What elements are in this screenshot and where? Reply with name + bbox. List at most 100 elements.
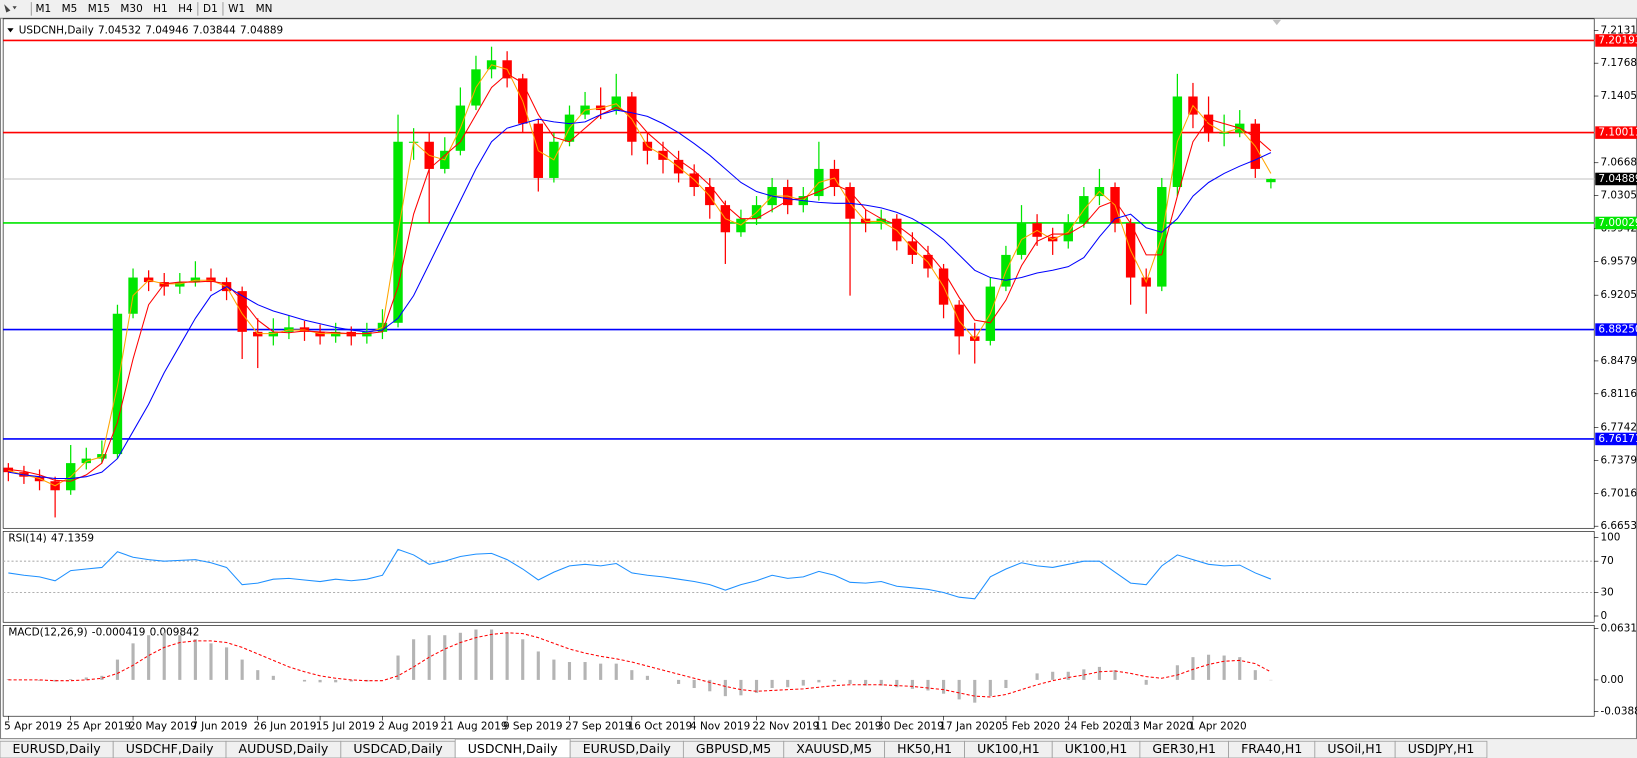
level-label-box [1595, 323, 1637, 336]
tab[interactable]: USDJPY,H1 [1394, 740, 1488, 758]
tab[interactable]: USDCHF,Daily [112, 740, 227, 758]
x-tick-label: 7 Jun 2019 [191, 721, 247, 733]
current-price-box [1595, 172, 1637, 186]
tab[interactable]: GBPUSD,M5 [682, 740, 785, 758]
timeframe-button[interactable]: W1 [228, 3, 245, 15]
macd-signal [8, 632, 1272, 698]
timeframe-button[interactable]: M1 [35, 3, 51, 15]
timeframe-button[interactable]: D1 [203, 3, 218, 15]
y-tick-label: 6.92050 [1600, 289, 1637, 301]
timeframe-button[interactable]: H1 [153, 3, 168, 15]
level-label-box [1595, 126, 1637, 139]
x-tick-label: 15 Jul 2019 [316, 721, 375, 733]
main-panel [2, 18, 1595, 529]
y-tick-label: 7.21310 [1600, 24, 1637, 36]
x-tick-label: 20 May 2019 [129, 721, 197, 733]
close-value: 7.04889 [240, 24, 283, 36]
tab[interactable]: UK100,H1 [964, 740, 1053, 758]
y-tick-label: 100 [1600, 532, 1620, 544]
indicator-name: MACD(12,26,9) [8, 627, 87, 639]
x-tick-label: 4 Nov 2019 [690, 721, 750, 733]
x-tick-label: 26 Jun 2019 [254, 721, 317, 733]
y-tick-label: 6.66530 [1600, 520, 1637, 532]
chart-menu-arrow[interactable] [7, 28, 14, 33]
tab[interactable]: UK100,H1 [1051, 740, 1141, 758]
y-tick-label: 6.95790 [1600, 255, 1637, 267]
tab-label[interactable]: HK50,H1 [897, 741, 952, 756]
x-tick-label: 5 Feb 2020 [1002, 721, 1060, 733]
tab[interactable]: HK50,H1 [884, 740, 965, 758]
x-tick-label: 13 Mar 2020 [1126, 721, 1192, 733]
y-tick-label: -0.03887 [1600, 705, 1637, 717]
x-tick-label: 11 Dec 2019 [815, 721, 882, 733]
moving-average [8, 109, 1272, 480]
y-tick-label: 7.03050 [1600, 190, 1637, 202]
timeframe-button[interactable]: M15 [88, 3, 110, 15]
x-tick-label: 24 Feb 2020 [1064, 721, 1129, 733]
macd-header: MACD(12,26,9) -0.000419 0.009842 [8, 627, 199, 639]
x-tick-label: 5 Apr 2019 [4, 721, 62, 733]
tab-label[interactable]: USDCAD,Daily [353, 741, 443, 756]
tab-label[interactable]: UK100,H1 [977, 741, 1040, 756]
tab-label[interactable]: USDJPY,H1 [1408, 741, 1475, 756]
tab[interactable]: EURUSD,Daily [569, 740, 684, 758]
tab-label[interactable]: USDCHF,Daily [126, 741, 214, 756]
tab-label[interactable]: USDCNH,Daily [468, 741, 558, 756]
y-tick-label: 6.77420 [1600, 422, 1637, 434]
candle-body [1266, 178, 1276, 183]
indicator-value: -0.000419 [92, 627, 146, 639]
indicator-value: 0.009842 [150, 627, 200, 639]
y-tick-label: 6.84790 [1600, 355, 1637, 367]
tab[interactable]: XAUUSD,M5 [783, 740, 886, 758]
high-value: 7.04946 [145, 24, 188, 36]
indicator-value: 47.1359 [51, 533, 94, 545]
x-tick-label: 30 Dec 2019 [877, 721, 944, 733]
level-label-box [1595, 216, 1637, 230]
tab-label[interactable]: XAUUSD,M5 [796, 741, 872, 756]
timeframe-button[interactable]: MN [256, 3, 273, 15]
x-tick-label: 27 Sep 2019 [565, 721, 631, 733]
low-value: 7.03844 [193, 24, 237, 36]
y-tick-label: 70 [1600, 555, 1613, 567]
tab[interactable]: USDCAD,Daily [340, 740, 456, 758]
y-tick-label: 7.17680 [1600, 57, 1637, 69]
timeframe-button[interactable]: M30 [120, 3, 142, 15]
timeframe-button[interactable]: H4 [178, 3, 193, 15]
timeframe-button[interactable]: M5 [62, 3, 78, 15]
tab[interactable]: USOil,H1 [1314, 740, 1396, 758]
y-tick-label: 0 [1600, 610, 1607, 622]
y-tick-label: 7.06680 [1600, 157, 1637, 169]
level-label-box [1595, 432, 1637, 446]
y-tick-label: 0.063113 [1600, 623, 1637, 635]
tab[interactable]: FRA40,H1 [1228, 740, 1316, 758]
tab[interactable]: EURUSD,Daily [0, 740, 114, 758]
level-label-box [1595, 34, 1637, 47]
tab-label[interactable]: AUDUSD,Daily [239, 741, 329, 756]
tab-label[interactable]: FRA40,H1 [1241, 741, 1302, 756]
y-tick-label: 0.00 [1600, 674, 1623, 686]
tab[interactable]: USDCNH,Daily [454, 738, 571, 758]
moving-average [8, 64, 1272, 487]
tab-label[interactable]: UK100,H1 [1065, 741, 1128, 756]
x-tick-label: 17 Jan 2020 [939, 721, 1002, 733]
tab[interactable]: AUDUSD,Daily [225, 740, 342, 758]
tab[interactable]: GER30,H1 [1139, 740, 1229, 758]
y-tick-label: 6.73790 [1600, 454, 1637, 466]
x-tick-label: 2 Aug 2019 [378, 721, 438, 733]
candle-body [237, 291, 247, 332]
tab-label[interactable]: GER30,H1 [1152, 741, 1216, 756]
plot-layer: 7.213107.176807.140507.066807.030506.994… [3, 24, 1637, 733]
tab-label[interactable]: USOil,H1 [1327, 741, 1382, 756]
toolbar [0, 0, 1637, 18]
symbol: USDCNH,Daily [19, 24, 94, 36]
chart-shift-marker[interactable] [1272, 19, 1281, 26]
level-label: 6.88250 [1598, 324, 1637, 336]
tab-label[interactable]: EURUSD,Daily [583, 741, 672, 756]
y-tick-label: 7.14050 [1600, 90, 1637, 102]
tab-label[interactable]: EURUSD,Daily [13, 741, 102, 756]
y-tick-label: 6.81160 [1600, 388, 1637, 400]
tab-label[interactable]: GBPUSD,M5 [696, 741, 771, 756]
x-tick-label: 21 Aug 2019 [441, 721, 508, 733]
